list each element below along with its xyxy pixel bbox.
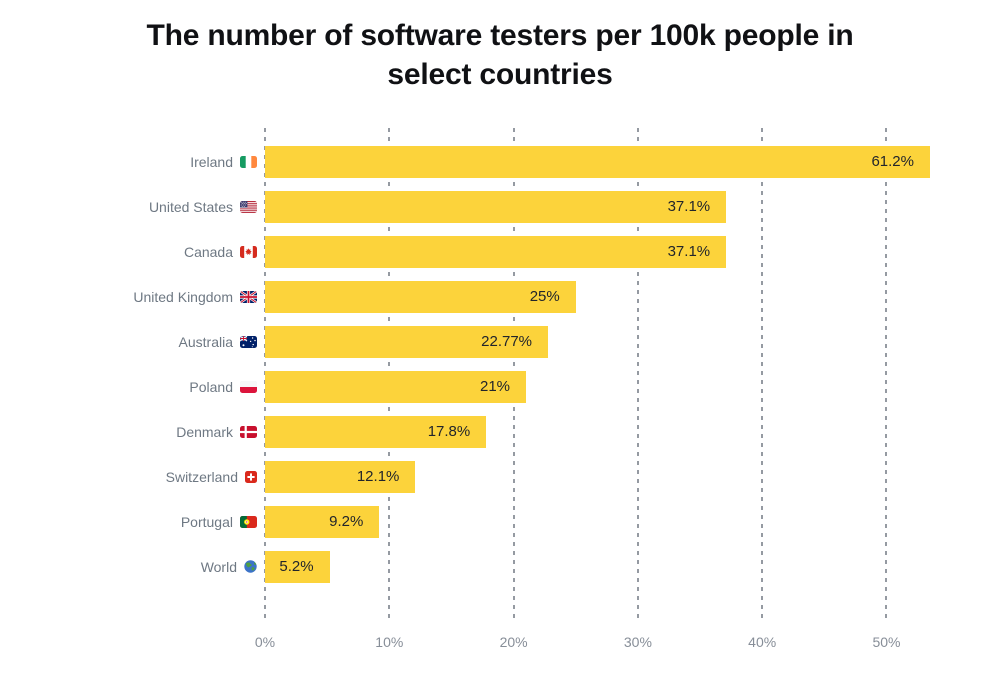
- country-label: Portugal: [0, 514, 257, 530]
- chart-row: Switzerland 12.1%: [0, 454, 930, 499]
- chart-row: Canada 37.1%: [0, 229, 930, 274]
- country-label: Australia: [0, 334, 257, 350]
- flag-ireland-icon: [240, 155, 257, 168]
- bar-value-label: 17.8%: [427, 423, 471, 440]
- country-label: Ireland: [0, 154, 257, 170]
- page-title: The number of software testers per 100k …: [40, 16, 960, 94]
- country-name: World: [200, 558, 237, 575]
- chart-row: Denmark 17.8%: [0, 409, 930, 454]
- bar-denmark: 17.8%: [265, 415, 487, 448]
- x-axis-tick-label: 10%: [375, 634, 404, 650]
- bar-switzerland: 12.1%: [265, 460, 416, 493]
- bar-value-label: 37.1%: [667, 243, 711, 260]
- flag-canada-icon: [240, 245, 257, 258]
- bar-ireland: 61.2%: [265, 145, 930, 178]
- bar-poland: 21%: [265, 370, 527, 403]
- plot-cell: 12.1%: [265, 454, 930, 499]
- flag-united-states-icon: [240, 200, 257, 213]
- plot-cell: 37.1%: [265, 184, 930, 229]
- plot-cell: 61.2%: [265, 139, 930, 184]
- country-label: Denmark: [0, 424, 257, 440]
- country-name: Poland: [189, 378, 233, 395]
- country-label: Switzerland: [0, 469, 257, 485]
- chart-row: Poland 21%: [0, 364, 930, 409]
- gridline: [636, 128, 639, 622]
- bar-value-label: 61.2%: [871, 153, 914, 170]
- flag-denmark-icon: [240, 425, 257, 438]
- country-name: Switzerland: [165, 468, 238, 485]
- bar-value-label: 9.2%: [329, 513, 364, 530]
- bar-australia: 22.77%: [265, 325, 549, 358]
- plot-cell: 22.77%: [265, 319, 930, 364]
- bar-value-label: 25%: [529, 288, 560, 305]
- flag-australia-icon: [240, 335, 257, 348]
- chart-row: Portugal 9.2%: [0, 499, 930, 544]
- gridline: [761, 128, 764, 622]
- country-label: Canada: [0, 244, 257, 260]
- plot-cell: 17.8%: [265, 409, 930, 454]
- bar-value-label: 5.2%: [279, 558, 314, 575]
- country-label: World: [0, 559, 257, 575]
- country-label: United States: [0, 199, 257, 215]
- country-name: Portugal: [180, 513, 233, 530]
- flag-switzerland-icon: [245, 470, 257, 483]
- bar-value-label: 22.77%: [481, 333, 533, 350]
- x-axis-tick-label: 20%: [499, 634, 528, 650]
- country-label: Poland: [0, 379, 257, 395]
- country-name: Denmark: [176, 423, 233, 440]
- x-axis-tick-label: 30%: [623, 634, 652, 650]
- chart-row: World 5.2%: [0, 544, 930, 589]
- bar-portugal: 9.2%: [265, 505, 380, 538]
- plot-cell: 25%: [265, 274, 930, 319]
- x-axis: 0% 10% 20% 30% 40% 50%: [255, 634, 930, 654]
- globe-world-icon: [244, 560, 257, 573]
- flag-united-kingdom-icon: [240, 290, 257, 303]
- gridline: [885, 128, 888, 622]
- page-title-line1: The number of software testers per 100k …: [146, 19, 854, 52]
- bar-canada: 37.1%: [265, 235, 727, 268]
- plot-cell: 5.2%: [265, 544, 930, 589]
- page-title-line2: select countries: [387, 58, 613, 91]
- bar-value-label: 21%: [479, 378, 511, 395]
- country-name: Ireland: [190, 153, 233, 170]
- chart-row: United Kingdom 25%: [0, 274, 930, 319]
- plot-cell: 21%: [265, 364, 930, 409]
- bar-world: 5.2%: [265, 550, 330, 583]
- country-name: United Kingdom: [133, 288, 233, 305]
- flag-portugal-icon: [240, 515, 257, 528]
- plot-cell: 9.2%: [265, 499, 930, 544]
- x-axis-tick-label: 40%: [748, 634, 777, 650]
- bar-chart: Ireland 61.2% United States 37.1% Canada 37.1…: [0, 128, 1000, 688]
- plot-cell: 37.1%: [265, 229, 930, 274]
- bar-value-label: 12.1%: [356, 468, 400, 485]
- country-label: United Kingdom: [0, 289, 257, 305]
- chart-rows: Ireland 61.2% United States 37.1% Canada 37.1…: [0, 139, 930, 589]
- chart-row: United States 37.1%: [0, 184, 930, 229]
- country-name: Australia: [178, 333, 233, 350]
- country-name: Canada: [183, 243, 233, 260]
- bar-value-label: 37.1%: [667, 198, 711, 215]
- chart-row: Australia 22.77%: [0, 319, 930, 364]
- country-name: United States: [148, 198, 233, 215]
- bar-united-states: 37.1%: [265, 190, 727, 223]
- flag-poland-icon: [240, 380, 257, 393]
- x-axis-tick-label: 50%: [872, 634, 901, 650]
- chart-row: Ireland 61.2%: [0, 139, 930, 184]
- x-axis-tick-label: 0%: [254, 634, 276, 650]
- bar-united-kingdom: 25%: [265, 280, 576, 313]
